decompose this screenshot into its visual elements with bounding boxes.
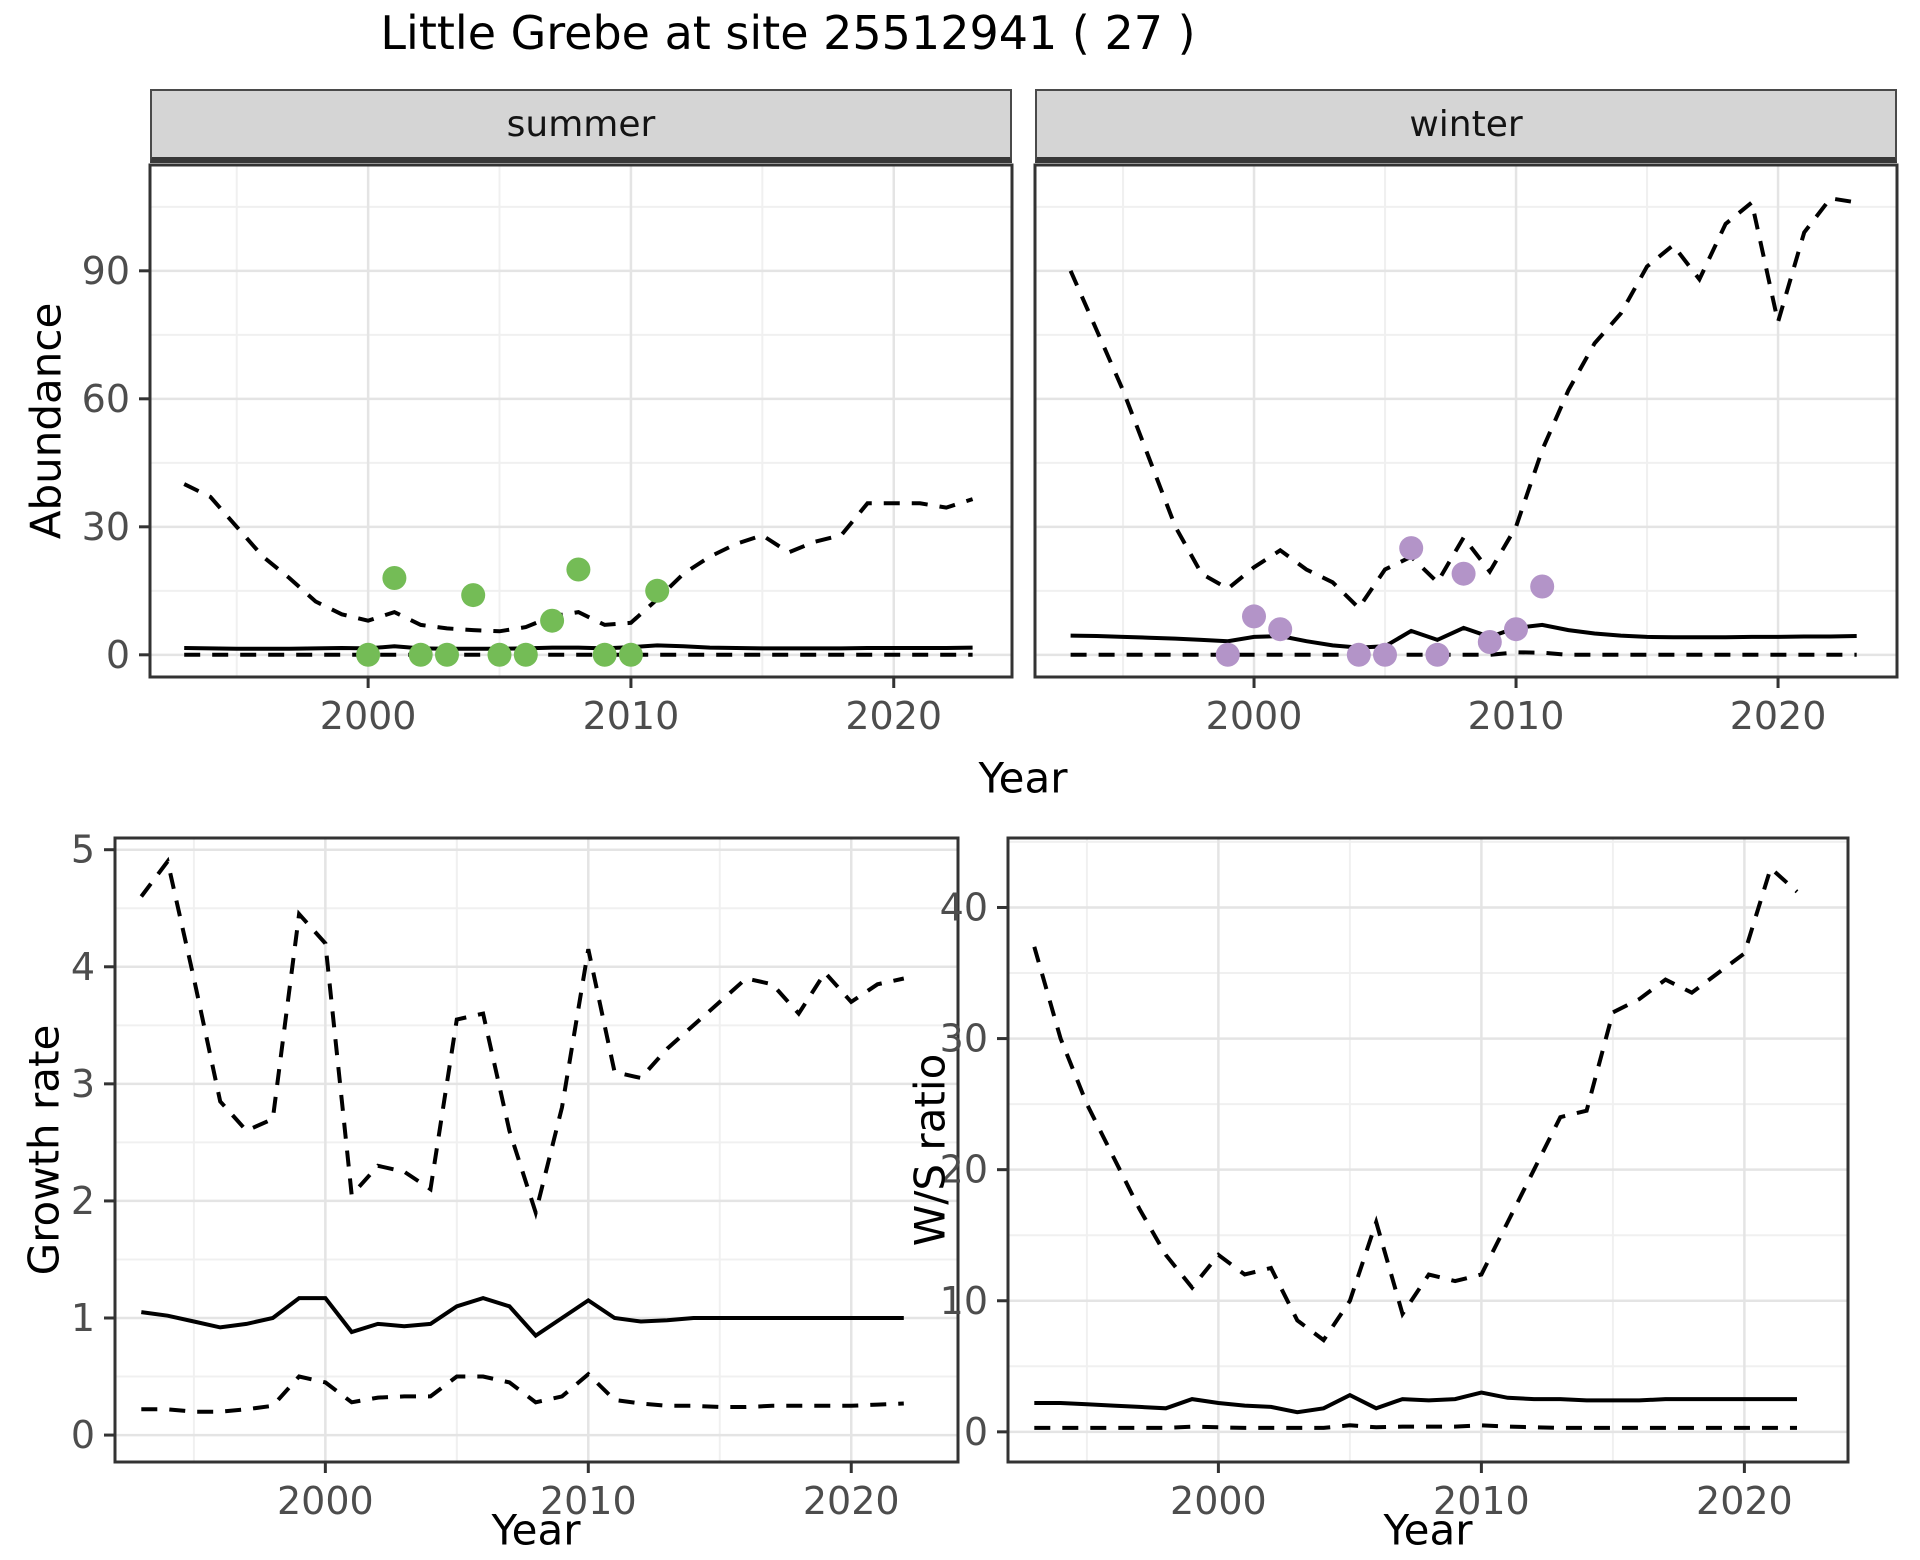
summer-panel-bg [150,165,1012,677]
winter-observed-point [1346,642,1371,667]
winter-upper_ci-line [1068,196,1858,611]
y-tick-label: 2 [71,1179,95,1223]
summer-observed-point [408,642,433,667]
summer-observed-point [382,566,407,590]
x-tick-label: 2000 [1170,1479,1267,1523]
y-tick-label: 4 [71,945,95,989]
x-tick-label: 2010 [540,1479,637,1523]
winter-observed-point [1504,617,1528,642]
y-tick-label: 40 [940,885,988,929]
facet-strip-summer: summer [150,89,1012,163]
x-axis-title-bottom-right: Year [1383,1505,1473,1555]
winter-panel-bg [1035,165,1897,677]
summer-observed-point [461,583,486,608]
x-axis-title-bottom-left: Year [491,1505,581,1555]
growth-lower_ci-line [141,1371,904,1414]
x-tick-label: 2020 [1730,694,1827,738]
summer-upper_ci-line [183,482,974,634]
growth-median-line [141,1296,904,1339]
y-tick-label: 5 [71,828,95,872]
facet-strip-winter: winter [1035,89,1897,163]
y-tick-label: 10 [940,1279,988,1323]
y-tick-label: 0 [106,633,130,677]
ws-median-line [1034,1390,1797,1415]
x-tick-label: 2020 [1696,1479,1793,1523]
y-axis-title-abundance: Abundance [21,302,71,540]
summer-observed-point [513,642,538,667]
y-tick-label: 20 [940,1148,988,1192]
plot-title: Little Grebe at site 25512941 ( 27 ) [380,6,1196,60]
winter-observed-point [1530,574,1555,599]
x-tick-label: 2010 [1433,1479,1530,1523]
x-tick-label: 2020 [845,694,942,738]
summer-median-line [184,643,973,651]
growth-upper_ci-line [139,856,905,1220]
summer-panel-border [148,163,1014,679]
ws-panel-border [1006,836,1850,1464]
winter-observed-point [1451,561,1476,586]
facet-strip-winter-label: winter [1409,103,1523,145]
winter-panel-border [1033,163,1899,679]
y-axis-title-growth-rate: Growth rate [19,1024,69,1276]
facet-strip-summer-label: summer [506,103,656,145]
summer-observed-point [618,642,643,667]
winter-observed-point [1242,604,1266,629]
y-tick-label: 3 [71,1062,95,1106]
summer-observed-point [645,578,670,603]
summer-observed-point [540,608,565,633]
x-axis-title-top: Year [978,753,1068,803]
winter-observed-point [1268,617,1293,642]
winter-lower_ci-line [1070,650,1857,657]
y-tick-label: 60 [82,377,130,421]
y-tick-label: 1 [71,1296,95,1340]
ws-panel-bg [1008,838,1848,1462]
summer-observed-point [592,642,617,667]
winter-observed-point [1373,642,1397,667]
y-tick-label: 30 [940,1017,988,1061]
x-tick-label: 2010 [1468,694,1565,738]
ws-upper_ci-line [1032,864,1799,1343]
winter-observed-point [1399,536,1424,561]
growth-panel-border [113,836,960,1464]
y-tick-label: 30 [82,505,130,549]
summer-observed-point [487,642,512,667]
x-tick-label: 2000 [1206,694,1303,738]
x-tick-label: 2020 [803,1479,900,1523]
ws-lower_ci-line [1034,1423,1797,1430]
x-tick-label: 2000 [320,694,417,738]
winter-observed-point [1425,642,1450,667]
x-tick-label: 2010 [583,694,680,738]
y-axis-title-ws-ratio: W/S ratio [905,1053,955,1247]
winter-median-line [1070,622,1857,650]
summer-observed-point [356,642,381,667]
winter-observed-point [1215,642,1240,667]
summer-observed-point [435,642,459,667]
x-tick-label: 2000 [277,1479,374,1523]
summer-observed-point [566,557,591,582]
winter-observed-point [1477,630,1502,654]
y-tick-label: 0 [964,1410,988,1454]
growth-panel-bg [115,838,958,1462]
y-tick-label: 0 [71,1413,95,1457]
y-tick-label: 90 [82,249,130,293]
